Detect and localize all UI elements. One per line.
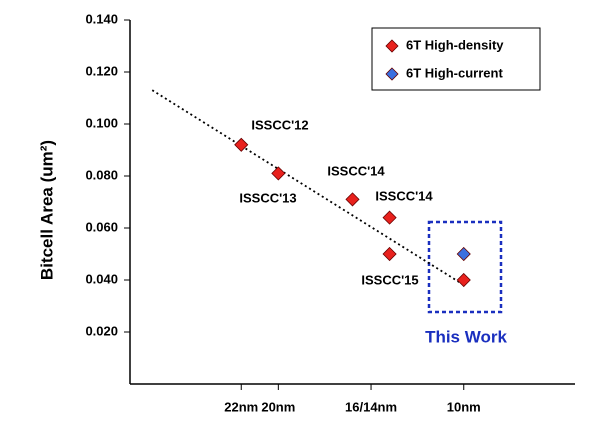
legend-marker [385,67,399,81]
y-tick-label: 0.100 [85,115,118,130]
annotation: ISSCC'13 [239,190,296,205]
annotation: This Work [425,327,507,346]
annotation: ISSCC'12 [251,117,308,132]
y-tick-label: 0.020 [85,323,118,338]
y-tick-label: 0.120 [85,63,118,78]
legend [371,27,541,91]
x-tick-label: 20nm [261,399,295,414]
data-point [456,246,471,262]
annotation: ISSCC'14 [327,163,385,178]
data-point [456,272,471,288]
legend-label: 6T High-density [406,37,504,52]
data-point [382,210,397,225]
data-point [382,246,397,262]
data-point [345,192,360,207]
legend-marker [385,39,399,53]
y-axis-title: Bitcell Area (um²) [37,140,56,280]
data-point [234,137,249,152]
trend-line [151,89,461,284]
y-tick-label: 0.080 [85,167,118,182]
annotation: ISSCC'14 [375,188,433,203]
annotation: ISSCC'15 [361,272,418,287]
y-tick-label: 0.040 [85,271,118,286]
y-tick-label: 0.060 [85,219,118,234]
highlight-box [427,220,503,314]
x-tick-label: 10nm [447,399,481,414]
legend-label: 6T High-current [406,65,503,80]
y-tick-label: 0.140 [85,11,118,26]
x-tick-label: 22nm [224,399,258,414]
x-tick-label: 16/14nm [345,399,397,414]
data-point [271,166,286,181]
